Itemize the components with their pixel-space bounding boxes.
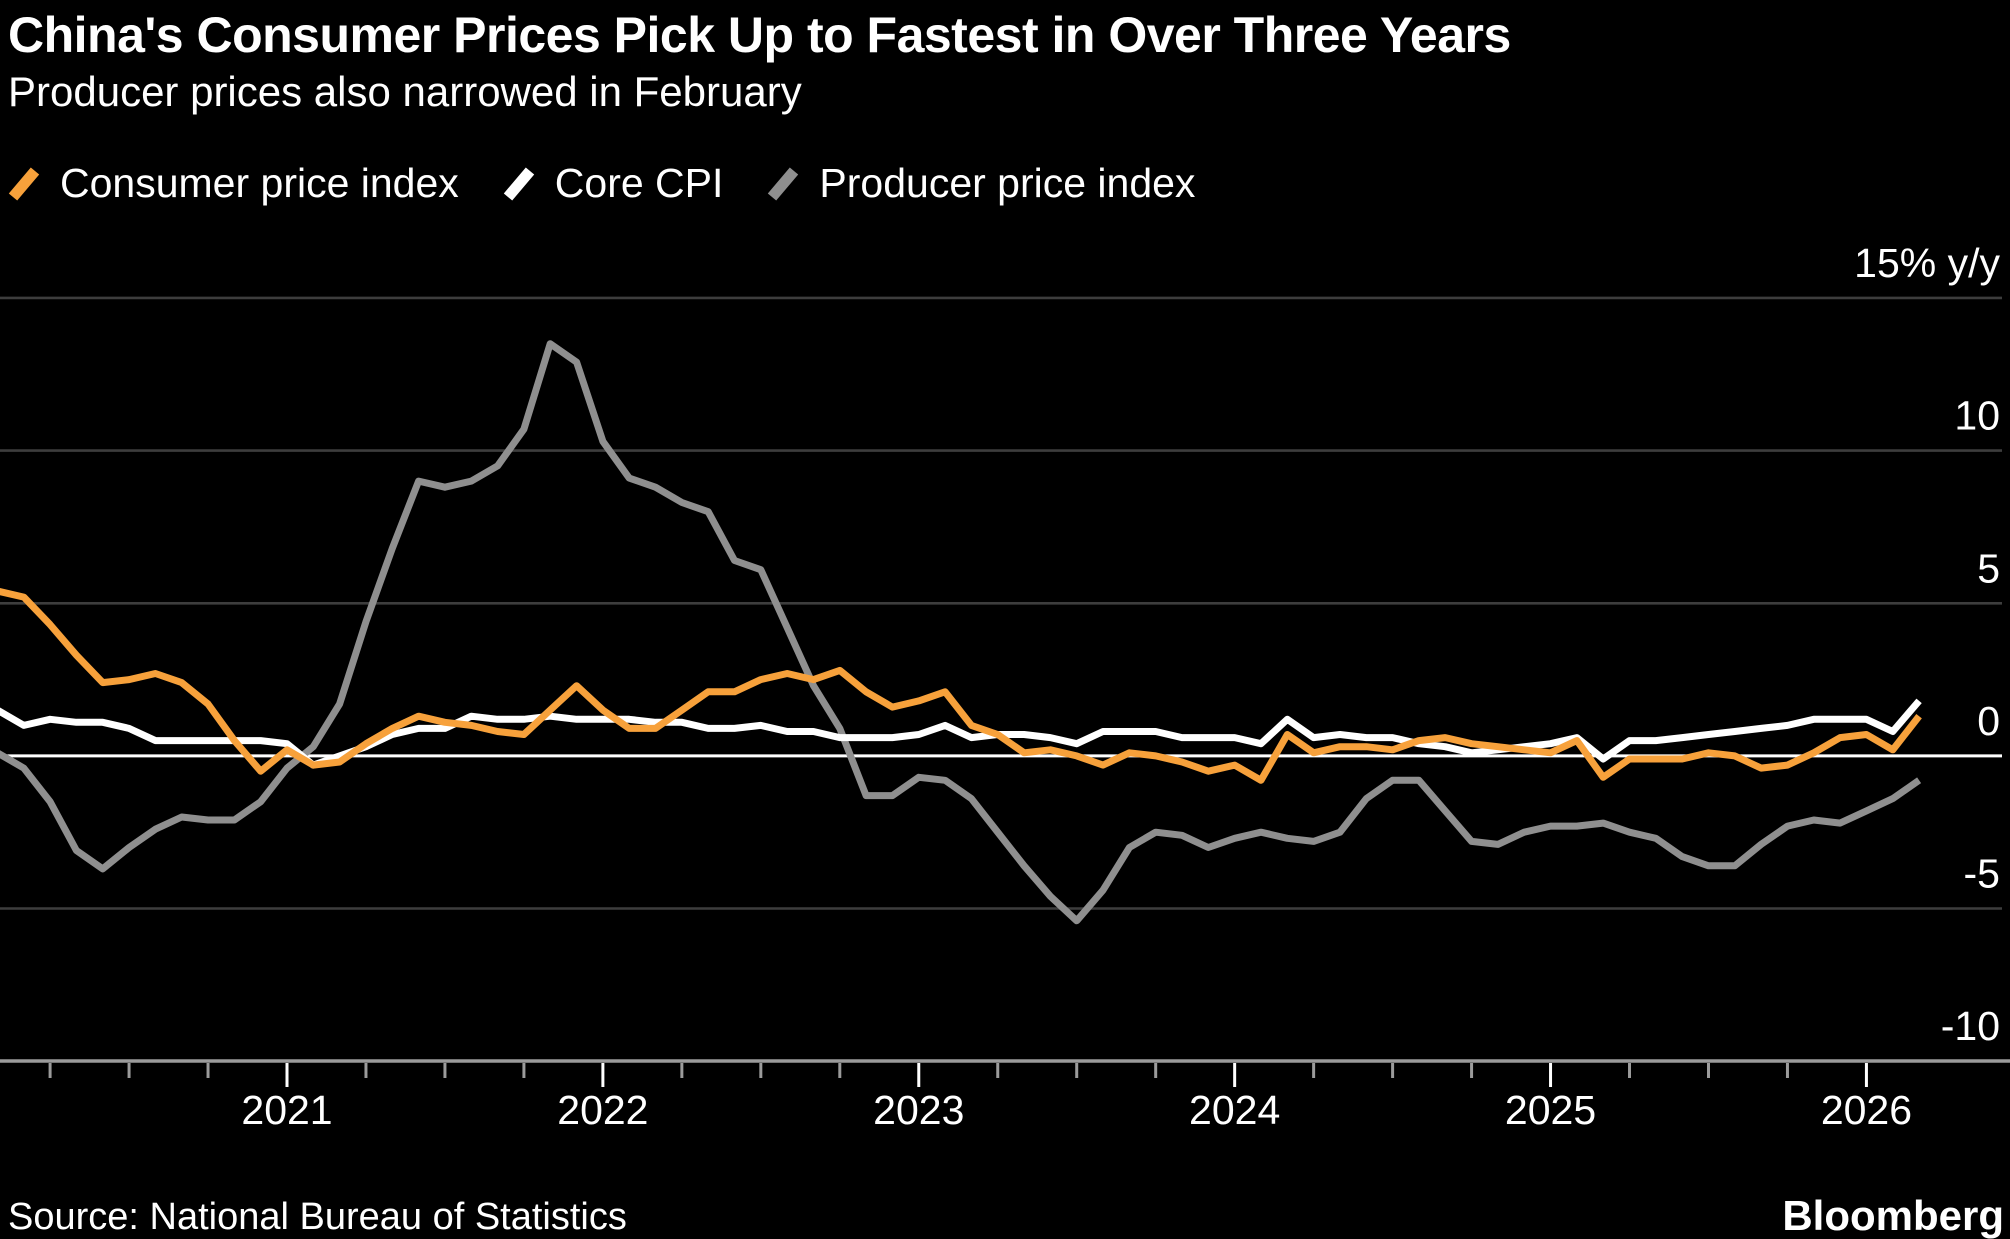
legend-item-producer-price-index: Producer price index (765, 160, 1195, 207)
ppi-slash-icon (768, 166, 799, 201)
legend-label-consumer-price-index: Consumer price index (60, 160, 459, 206)
core-cpi-slash-icon (503, 166, 534, 201)
y-label--5: -5 (1964, 851, 2000, 897)
legend-item-core-cpi: Core CPI (501, 160, 724, 207)
page-title: China's Consumer Prices Pick Up to Faste… (8, 7, 1511, 63)
legend-label-producer-price-index: Producer price index (819, 160, 1196, 206)
cpi-slash-icon (8, 166, 40, 201)
source-note: Source: National Bureau of Statistics (8, 1196, 627, 1238)
y-label--10: -10 (1941, 1003, 2000, 1049)
x-label-2025: 2025 (1505, 1087, 1596, 1133)
x-label-2026: 2026 (1821, 1087, 1912, 1133)
y-label-0: 0 (1977, 698, 2000, 744)
x-label-2022: 2022 (557, 1087, 648, 1133)
legend-item-consumer-price-index: Consumer price index (6, 160, 459, 207)
y-label-5: 5 (1977, 545, 2000, 591)
legend-label-core-cpi: Core CPI (554, 160, 724, 206)
y-label-15: 15% y/y (1854, 240, 2000, 286)
bloomberg-logo: Bloomberg (1782, 1192, 2004, 1239)
y-label-10: 10 (1954, 393, 2000, 439)
x-label-2023: 2023 (873, 1087, 964, 1133)
x-label-2024: 2024 (1189, 1087, 1280, 1133)
x-label-2021: 2021 (241, 1087, 332, 1133)
consumer-price-index-line (0, 588, 1922, 784)
page-subtitle: Producer prices also narrowed in Februar… (8, 68, 802, 115)
producer-price-index-line (0, 340, 1922, 925)
legend: Consumer price index Core CPI Producer p… (6, 160, 1195, 207)
